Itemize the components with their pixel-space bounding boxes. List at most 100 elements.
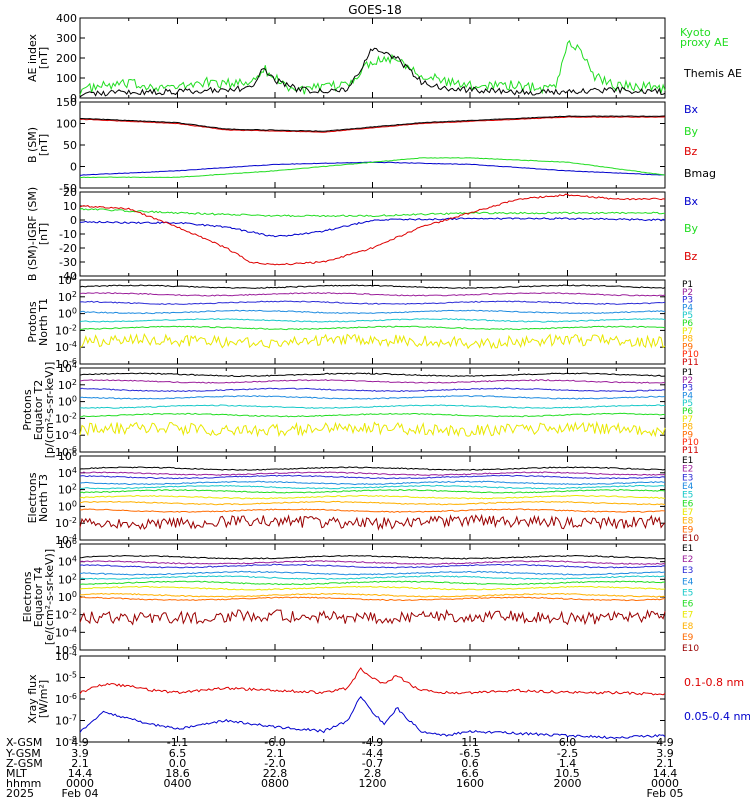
ephemeris-value: 0800: [261, 777, 289, 790]
legend-kyoto-proxy-ae: Kyoto: [680, 26, 711, 39]
legend-p6: P6: [682, 319, 693, 329]
ephemeris-value: 3.9: [71, 747, 89, 760]
series-p2: [79, 379, 665, 384]
series-by: [80, 157, 666, 179]
ephemeris-value: 2.1: [656, 757, 674, 770]
y-tick-label: 20: [63, 186, 77, 199]
y-axis-label: Xray flux: [26, 674, 39, 724]
y-axis-label: Protons: [26, 301, 39, 342]
y-tick-label: 100: [56, 72, 77, 85]
series-e6: [79, 488, 666, 494]
y-tick-label: 10-2: [55, 608, 77, 622]
y-axis-label: [nT]: [37, 47, 50, 69]
y-tick-label: 10-8: [55, 735, 77, 749]
legend-e6: E6: [682, 600, 694, 610]
legend-e5: E5: [682, 491, 693, 501]
legend-e10: E10: [682, 644, 699, 654]
ephemeris-value: -0.7: [362, 757, 383, 770]
ephemeris-value: 2000: [554, 777, 582, 790]
series-e3: [79, 474, 666, 480]
legend-e5: E5: [682, 588, 693, 598]
legend-kyoto-proxy-ae: proxy AE: [680, 36, 729, 49]
legend-p7: P7: [682, 415, 693, 425]
y-tick-label: 0: [70, 92, 77, 105]
legend-p9: P9: [682, 430, 693, 440]
legend-p6: P6: [682, 407, 693, 417]
panel-electrons_t4: 106 104 102 100 10-2 10-4 10-6 ElectronsEquator…: [21, 537, 699, 657]
series-e10: [79, 609, 666, 626]
ephemeris-value: 22.8: [263, 767, 288, 780]
y-tick-label: 106: [58, 537, 77, 551]
series-p7: [79, 332, 666, 350]
y-tick-label: 50: [63, 139, 77, 152]
legend-p9: P9: [682, 342, 693, 352]
y-tick-label: 106: [58, 449, 77, 463]
series-e9: [79, 596, 665, 602]
ephemeris-value: 3.9: [656, 747, 674, 760]
ephemeris-value: -4.4: [362, 747, 383, 760]
y-tick-label: 100: [58, 307, 77, 321]
y-tick-label: 104: [58, 466, 77, 480]
y-tick-label: 102: [58, 290, 77, 304]
legend-e8: E8: [682, 517, 694, 527]
ephemeris-value: 2.8: [364, 767, 382, 780]
y-axis-label: [e/(cm²-s-sr-keV)]: [43, 549, 56, 645]
ephemeris-value: -1.1: [167, 736, 188, 749]
series-e5: [79, 484, 666, 490]
legend-themis-ae: Themis AE: [683, 67, 742, 80]
y-tick-label: 100: [58, 395, 77, 409]
ephemeris-row-label: hhmm: [6, 777, 41, 790]
series-by: [79, 207, 666, 218]
ephemeris-table: X-GSMY-GSMZ-GSMMLThhmm4.93.92.114.40000-…: [5, 736, 683, 800]
panel-xray: 10-4 10-5 10-6 10-7 10-8 Xray flux[W/m²] 0.1-0…: [26, 649, 750, 749]
y-axis-label: Equator T4: [32, 567, 45, 627]
y-axis-label: Electrons: [26, 472, 39, 523]
legend-p3: P3: [682, 296, 693, 306]
series-0-05-0-4-nm: [79, 695, 666, 740]
ephemeris-value: 1200: [359, 777, 387, 790]
series-bz: [79, 193, 666, 266]
series-themis-ae: [79, 47, 666, 98]
y-axis-label: B (SM)-IGRF (SM): [26, 187, 39, 281]
y-tick-label: 10-5: [55, 671, 77, 685]
y-tick-label: 104: [58, 361, 77, 375]
series-e8: [79, 500, 666, 506]
legend-bz: Bz: [684, 145, 698, 158]
ephemeris-value: -6.5: [459, 747, 480, 760]
ephemeris-value: 18.6: [165, 767, 190, 780]
legend-p10: P10: [682, 438, 699, 448]
y-tick-label: -20: [59, 242, 77, 255]
y-tick-label: 10-2: [55, 323, 77, 337]
series-p6: [79, 412, 666, 418]
ephemeris-value: -2.5: [557, 747, 578, 760]
y-axis-label: North T3: [37, 474, 50, 522]
y-axis-label: Equator T2: [32, 380, 45, 440]
ephemeris-value: 1.1: [461, 736, 479, 749]
legend-p10: P10: [682, 350, 699, 360]
panel-frame: [79, 17, 666, 99]
series-e7: [79, 494, 665, 500]
legend-bz: Bz: [684, 250, 698, 263]
legend-p8: P8: [682, 423, 693, 433]
series-bx: [79, 161, 666, 176]
y-tick-label: 200: [56, 52, 77, 65]
y-tick-label: 10-7: [55, 714, 77, 728]
y-tick-label: 10-4: [55, 625, 77, 639]
y-tick-label: 10-2: [55, 516, 77, 530]
y-axis-label: AE index: [26, 33, 39, 82]
ephemeris-year: 2025: [6, 787, 34, 800]
series-p5: [79, 318, 666, 323]
legend-e8: E8: [682, 622, 694, 632]
y-tick-label: 104: [58, 555, 77, 569]
y-tick-label: -40: [59, 270, 77, 283]
ephemeris-row-label: X-GSM: [6, 736, 42, 749]
y-tick-label: 10-6: [55, 357, 77, 371]
legend-e2: E2: [682, 555, 693, 565]
ephemeris-value: 1600: [456, 777, 484, 790]
ephemeris-value: 0.0: [169, 757, 187, 770]
series-bmag: [79, 115, 665, 132]
legend-e4: E4: [682, 482, 694, 492]
